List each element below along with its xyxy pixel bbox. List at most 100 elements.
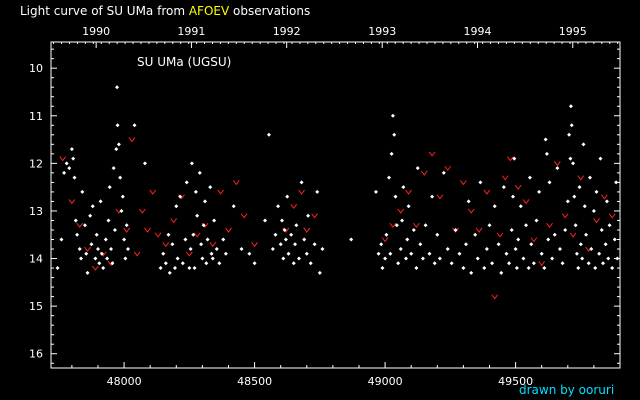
plot-frame (50, 41, 621, 369)
y-tick-label: 10 (29, 62, 43, 75)
fainter-than-mark (381, 237, 389, 243)
visual-magnitude-point (587, 175, 592, 180)
visual-magnitude-point (115, 123, 120, 128)
year-tick-label: 1992 (273, 25, 301, 38)
fainter-than-mark (420, 170, 428, 176)
chart-title: Light curve of SU UMa from AFOEV observa… (20, 4, 310, 18)
fainter-than-mark (389, 222, 397, 229)
fainter-than-mark (444, 165, 452, 171)
visual-magnitude-point (296, 256, 301, 261)
visual-magnitude-point (387, 175, 392, 180)
x-tick-label: 49500 (498, 375, 533, 388)
visual-magnitude-point (71, 156, 76, 161)
fainter-than-mark (303, 227, 311, 233)
fainter-than-mark (162, 241, 170, 248)
visual-magnitude-point (518, 204, 523, 209)
visual-magnitude-point (598, 156, 603, 161)
y-tick-label: 11 (29, 110, 43, 123)
visual-magnitude-point (158, 266, 163, 271)
visual-magnitude-point (507, 261, 512, 266)
visual-magnitude-point (577, 185, 582, 190)
visual-magnitude-point (163, 261, 168, 266)
visual-magnitude-point (550, 256, 555, 261)
visual-magnitude-point (273, 232, 278, 237)
visual-magnitude-point (376, 251, 381, 256)
visual-magnitude-point (210, 256, 215, 261)
visual-magnitude-point (441, 170, 446, 175)
visual-magnitude-point (175, 256, 180, 261)
visual-magnitude-point (437, 256, 442, 261)
visual-magnitude-point (125, 247, 130, 252)
visual-magnitude-point (478, 180, 483, 185)
visual-magnitude-point (615, 256, 620, 261)
fainter-than-mark (561, 213, 569, 219)
y-axis: 10 11 12 13 14 15 16 (29, 48, 620, 364)
fainter-than-mark (76, 222, 84, 229)
visual-magnitude-point (411, 227, 416, 232)
visual-magnitude-point (484, 247, 489, 252)
visual-magnitude-point (597, 251, 602, 256)
visual-magnitude-point (205, 237, 210, 242)
visual-magnitude-point (101, 266, 106, 271)
visual-magnitude-point (283, 237, 288, 242)
visual-magnitude-point (547, 180, 552, 185)
x-tick-label: 48000 (107, 375, 142, 388)
visual-magnitude-point (193, 189, 198, 194)
visual-magnitude-point (403, 256, 408, 261)
visual-magnitude-point (55, 266, 60, 271)
fainter-than-mark (397, 208, 405, 214)
visual-magnitude-point (555, 166, 560, 171)
visual-magnitude-point (73, 218, 78, 223)
visual-magnitude-point (204, 261, 209, 266)
fainter-than-mark (475, 227, 483, 233)
visual-magnitude-point (504, 251, 509, 256)
visual-magnitude-point (118, 175, 123, 180)
visual-magnitude-point (320, 247, 325, 252)
visual-magnitude-point (188, 247, 193, 252)
visual-magnitude-point (418, 242, 423, 247)
visual-magnitude-point (445, 247, 450, 252)
visual-magnitude-point (581, 142, 586, 147)
visual-magnitude-point (312, 242, 317, 247)
visual-magnitude-point (315, 189, 320, 194)
visual-magnitude-point (563, 227, 568, 232)
fainter-than-mark (185, 251, 193, 257)
visual-magnitude-point (94, 232, 99, 237)
visual-magnitude-point (161, 251, 166, 256)
visual-magnitude-point (594, 189, 599, 194)
visual-magnitude-point (430, 194, 435, 199)
fainter-than-mark (59, 156, 67, 162)
fainter-than-mark (600, 194, 608, 200)
fainter-than-mark (546, 222, 553, 229)
visual-magnitude-point (97, 261, 102, 266)
visual-magnitude-point (95, 247, 100, 252)
fainter-than-mark (491, 294, 499, 300)
visual-magnitude-point (197, 170, 202, 175)
visual-magnitude-point (539, 251, 544, 256)
visual-magnitude-point (266, 132, 271, 137)
fainter-than-mark (506, 156, 514, 162)
visual-magnitude-point (189, 161, 194, 166)
visual-magnitude-point (209, 251, 214, 256)
visual-magnitude-point (603, 242, 608, 247)
visual-magnitude-point (394, 223, 399, 228)
visual-magnitude-point (373, 189, 378, 194)
fainter-than-mark (193, 232, 201, 238)
visual-magnitude-point (184, 180, 189, 185)
visual-magnitude-point (90, 204, 95, 209)
y-tick-label: 16 (29, 348, 43, 361)
fainter-than-mark (123, 227, 131, 233)
visual-magnitude-point (239, 247, 244, 252)
visual-magnitude-point (75, 232, 80, 237)
visual-magnitude-point (606, 256, 611, 261)
visual-magnitude-point (200, 256, 205, 261)
visual-magnitude-point (565, 199, 570, 204)
visual-magnitude-point (569, 123, 574, 128)
visual-magnitude-point (199, 242, 204, 247)
visual-magnitude-point (120, 194, 125, 199)
fainter-than-mark (514, 184, 522, 190)
visual-magnitude-point (571, 161, 576, 166)
visual-magnitude-point (306, 213, 311, 218)
visual-magnitude-point (180, 261, 185, 266)
visual-magnitude-point (166, 232, 171, 237)
